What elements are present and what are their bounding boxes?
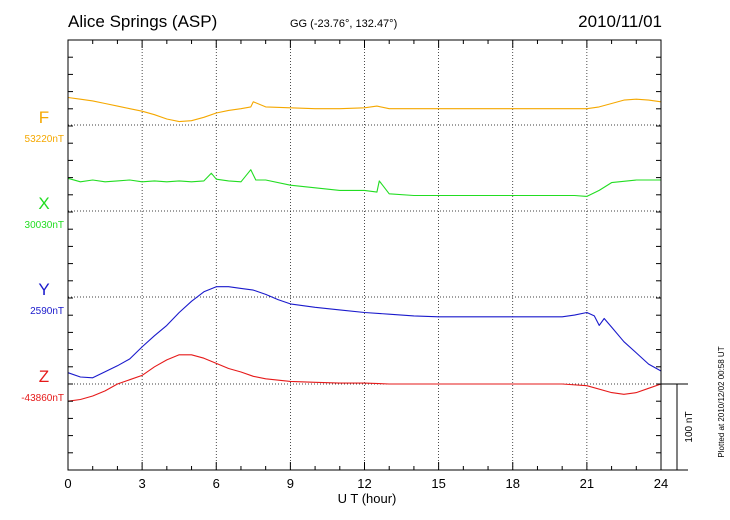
series-baseline-f: 53220nT xyxy=(25,134,64,145)
x-tick-label: 9 xyxy=(287,476,294,491)
x-tick-label: 3 xyxy=(139,476,146,491)
x-tick-label: 24 xyxy=(654,476,668,491)
series-baseline-x: 30030nT xyxy=(25,220,64,231)
x-tick-label: 18 xyxy=(506,476,520,491)
series-line-x xyxy=(67,169,661,197)
series-name-x: X xyxy=(38,194,49,213)
series-line-y xyxy=(67,286,662,379)
x-tick-label: 15 xyxy=(431,476,445,491)
x-tick-label: 12 xyxy=(357,476,371,491)
station-coordinates: GG (-23.76°, 132.47°) xyxy=(290,18,397,30)
series-labels: F 53220nT X 30030nT Y 2590nT Z -43860nT xyxy=(21,108,64,404)
x-axis-label: U T (hour) xyxy=(338,491,397,506)
series-line-f xyxy=(67,96,662,123)
series-baseline-z: -43860nT xyxy=(21,393,64,404)
plot-date: 2010/11/01 xyxy=(578,12,662,31)
plotted-timestamp: Plotted at 2010/12/02 00:58 UT xyxy=(717,346,726,457)
series-name-f: F xyxy=(39,108,49,127)
scale-bar: 100 nT xyxy=(661,383,695,471)
series-line-z xyxy=(67,354,662,402)
series-baseline-y: 2590nT xyxy=(30,306,64,317)
series-lines xyxy=(67,96,662,402)
station-title: Alice Springs (ASP) xyxy=(68,12,217,31)
x-tick-label: 6 xyxy=(213,476,220,491)
scale-bar-label: 100 nT xyxy=(684,411,695,442)
x-tick-label: 21 xyxy=(580,476,594,491)
series-name-y: Y xyxy=(38,280,49,299)
x-tick-label: 0 xyxy=(64,476,71,491)
series-name-z: Z xyxy=(39,367,49,386)
x-axis: 0 3 6 9 12 15 18 21 24 xyxy=(64,40,668,491)
